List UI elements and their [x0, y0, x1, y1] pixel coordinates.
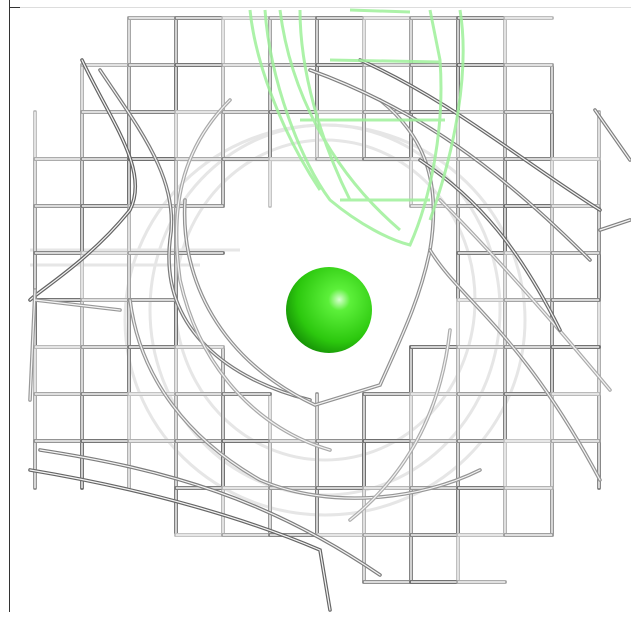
mesh-curve-highlight	[29, 469, 331, 611]
mesh-curve-highlight	[429, 249, 601, 481]
mesh-curve-highlight	[309, 69, 591, 261]
mesh-curve-highlight	[594, 109, 631, 231]
mesh-curve-highlight	[29, 59, 136, 301]
curved-mesh	[28, 58, 631, 612]
green-mesh	[248, 8, 465, 247]
mesh-curve-highlight	[359, 59, 601, 211]
mesh-curve-highlight	[39, 449, 381, 576]
mesh-curve-highlight	[349, 329, 451, 521]
atom-sphere	[286, 267, 372, 353]
mesh-curve-highlight	[129, 299, 481, 499]
mesh-curve-highlight	[99, 69, 311, 401]
mesh-curve-highlight	[29, 289, 121, 401]
mesh-curve-highlight	[439, 199, 611, 391]
mesh-curve-highlight	[175, 99, 331, 451]
mesh-curve-highlight	[419, 159, 561, 331]
mesh-curve-highlight	[183, 99, 435, 406]
